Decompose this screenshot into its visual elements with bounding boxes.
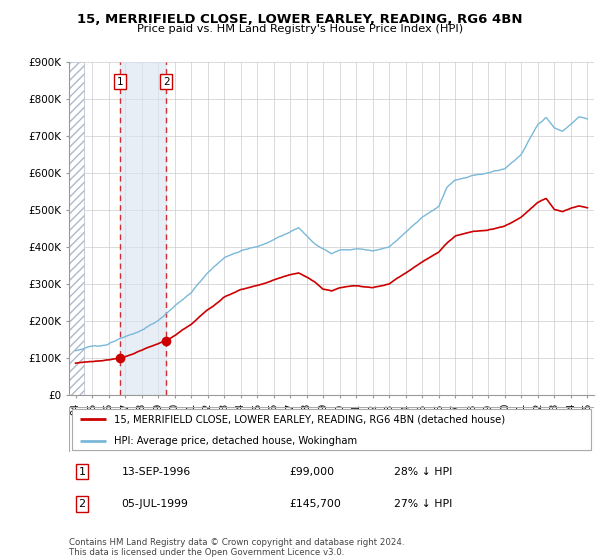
Text: 1: 1	[117, 77, 124, 87]
Text: Price paid vs. HM Land Registry's House Price Index (HPI): Price paid vs. HM Land Registry's House …	[137, 24, 463, 34]
Text: £145,700: £145,700	[290, 499, 341, 509]
Text: 28% ↓ HPI: 28% ↓ HPI	[395, 466, 453, 477]
Text: 15, MERRIFIELD CLOSE, LOWER EARLEY, READING, RG6 4BN: 15, MERRIFIELD CLOSE, LOWER EARLEY, READ…	[77, 13, 523, 26]
Text: Contains HM Land Registry data © Crown copyright and database right 2024.
This d: Contains HM Land Registry data © Crown c…	[69, 538, 404, 557]
Bar	[69, 62, 84, 395]
Bar	[69, 62, 84, 395]
Text: 13-SEP-1996: 13-SEP-1996	[121, 466, 191, 477]
FancyBboxPatch shape	[71, 409, 592, 450]
Text: 05-JUL-1999: 05-JUL-1999	[121, 499, 188, 509]
Text: HPI: Average price, detached house, Wokingham: HPI: Average price, detached house, Woki…	[113, 436, 357, 446]
Text: 1: 1	[79, 466, 86, 477]
Bar	[120, 62, 166, 395]
Text: 27% ↓ HPI: 27% ↓ HPI	[395, 499, 453, 509]
Text: 2: 2	[163, 77, 170, 87]
Text: 2: 2	[79, 499, 86, 509]
Text: 15, MERRIFIELD CLOSE, LOWER EARLEY, READING, RG6 4BN (detached house): 15, MERRIFIELD CLOSE, LOWER EARLEY, READ…	[113, 414, 505, 424]
Text: £99,000: £99,000	[290, 466, 335, 477]
